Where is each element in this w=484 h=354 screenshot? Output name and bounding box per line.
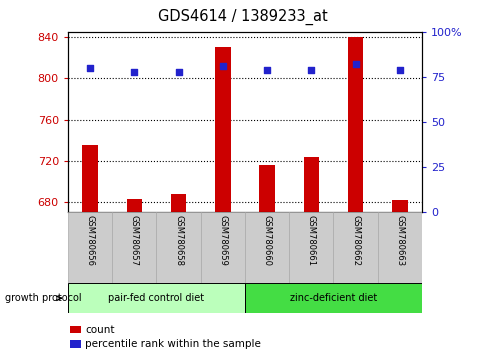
Text: GSM780658: GSM780658: [174, 215, 182, 266]
Text: GSM780660: GSM780660: [262, 215, 271, 266]
Bar: [156, 212, 200, 283]
Bar: [214, 47, 230, 212]
Point: [86, 65, 94, 71]
Text: zinc-deficient diet: zinc-deficient diet: [289, 293, 376, 303]
Text: pair-fed control diet: pair-fed control diet: [108, 293, 204, 303]
Bar: [377, 212, 421, 283]
Text: GSM780656: GSM780656: [85, 215, 94, 266]
Bar: [126, 199, 142, 212]
Text: GDS4614 / 1389233_at: GDS4614 / 1389233_at: [157, 9, 327, 25]
Point: [130, 69, 138, 74]
Point: [395, 67, 403, 73]
Bar: [303, 157, 318, 212]
Text: percentile rank within the sample: percentile rank within the sample: [85, 339, 260, 349]
Text: GSM780659: GSM780659: [218, 215, 227, 266]
Bar: [70, 340, 81, 348]
Text: GSM780657: GSM780657: [130, 215, 138, 266]
Text: growth protocol: growth protocol: [5, 293, 81, 303]
Bar: [259, 165, 274, 212]
Point: [174, 69, 182, 74]
Text: count: count: [85, 325, 114, 335]
Bar: [288, 212, 333, 283]
Bar: [68, 283, 244, 313]
Text: GSM780663: GSM780663: [394, 215, 404, 266]
Point: [351, 62, 359, 67]
Text: GSM780661: GSM780661: [306, 215, 315, 266]
Bar: [391, 200, 407, 212]
Point: [218, 63, 226, 69]
Bar: [82, 145, 98, 212]
Bar: [170, 194, 186, 212]
Point: [263, 67, 271, 73]
Bar: [68, 212, 112, 283]
Text: GSM780662: GSM780662: [350, 215, 359, 266]
Bar: [200, 212, 244, 283]
Bar: [244, 212, 288, 283]
Bar: [70, 326, 81, 333]
Point: [307, 67, 315, 73]
Bar: [112, 212, 156, 283]
Bar: [244, 283, 421, 313]
Bar: [333, 212, 377, 283]
Bar: [347, 37, 363, 212]
